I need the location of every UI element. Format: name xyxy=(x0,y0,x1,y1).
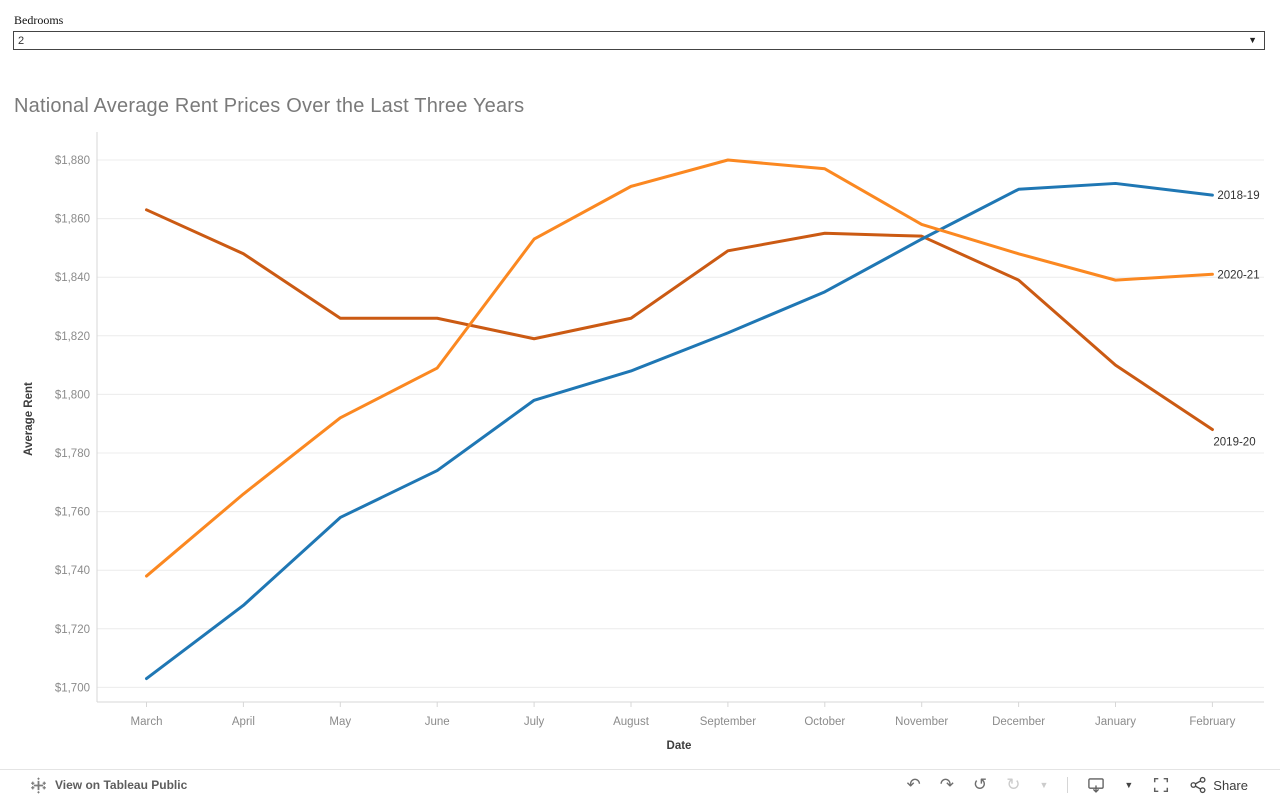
x-tick-label: March xyxy=(131,716,163,728)
series-label-2019-20: 2019-20 xyxy=(1213,437,1255,449)
y-tick-label: $1,840 xyxy=(55,272,90,284)
y-tick-label: $1,880 xyxy=(55,155,90,167)
x-tick-label: September xyxy=(700,716,756,728)
x-tick-label: November xyxy=(895,716,948,728)
share-button[interactable]: Share xyxy=(1189,776,1248,794)
fullscreen-icon xyxy=(1154,777,1169,793)
toolbar: View on Tableau Public ↶ ↷ ↺ ↻ ▼ ▼ xyxy=(0,769,1280,800)
series-label-2020-21: 2020-21 xyxy=(1217,269,1259,281)
series-label-2018-19: 2018-19 xyxy=(1217,190,1259,202)
download-caret-icon[interactable]: ▼ xyxy=(1124,779,1134,790)
x-tick-label: June xyxy=(425,716,450,728)
replay-button[interactable]: ↺ xyxy=(972,774,988,795)
toolbar-actions: ↶ ↷ ↺ ↻ ▼ ▼ xyxy=(906,776,1280,794)
filter-label: Bedrooms xyxy=(14,13,64,27)
toolbar-divider xyxy=(1067,777,1069,793)
x-tick-label: July xyxy=(524,716,545,728)
view-on-tableau-label: View on Tableau Public xyxy=(55,778,188,792)
y-tick-label: $1,820 xyxy=(55,331,90,343)
y-tick-label: $1,740 xyxy=(55,565,90,577)
y-tick-label: $1,720 xyxy=(55,624,90,636)
bedrooms-dropdown-value: 2 xyxy=(18,34,25,47)
undo-button[interactable]: ↶ xyxy=(906,774,921,795)
page-title: National Average Rent Prices Over the La… xyxy=(14,95,525,117)
line-2018-19[interactable] xyxy=(145,181,1214,681)
view-on-tableau-link[interactable]: View on Tableau Public xyxy=(0,777,187,794)
x-tick-label: August xyxy=(613,716,650,728)
y-tick-label: $1,760 xyxy=(55,507,90,519)
x-tick-label: May xyxy=(329,716,351,728)
refresh-caret-icon[interactable]: ▼ xyxy=(1039,779,1049,790)
x-tick-label: February xyxy=(1189,716,1235,728)
line-chart[interactable]: $1,700 $1,720 $1,740 $1,760 $1,780 $1,800 $1,8… xyxy=(0,0,1280,760)
y-tick-label: $1,780 xyxy=(55,448,90,460)
x-axis-title: Date xyxy=(666,740,692,752)
x-tick-label: April xyxy=(232,716,255,728)
chevron-down-icon[interactable]: ▼ xyxy=(1248,35,1257,45)
bedrooms-dropdown[interactable]: 2 ▼ xyxy=(13,31,1265,50)
x-tick-label: December xyxy=(992,716,1045,728)
line-2019-20[interactable] xyxy=(145,208,1214,432)
y-tick-label: $1,700 xyxy=(55,682,90,694)
y-tick-label: $1,800 xyxy=(55,389,90,401)
tableau-logo-icon xyxy=(31,777,46,793)
refresh-button[interactable]: ↻ xyxy=(1006,774,1021,795)
share-label: Share xyxy=(1213,777,1248,793)
line-2020-21[interactable] xyxy=(145,158,1214,578)
share-icon xyxy=(1190,776,1206,794)
x-tick-label: October xyxy=(804,716,845,728)
y-tick-label: $1,860 xyxy=(55,214,90,226)
fullscreen-button[interactable] xyxy=(1152,776,1170,794)
download-button[interactable] xyxy=(1087,776,1105,794)
download-icon xyxy=(1088,778,1105,793)
x-tick-label: January xyxy=(1095,716,1136,728)
redo-button[interactable]: ↷ xyxy=(939,774,954,795)
y-axis-title: Average Rent xyxy=(23,382,35,456)
